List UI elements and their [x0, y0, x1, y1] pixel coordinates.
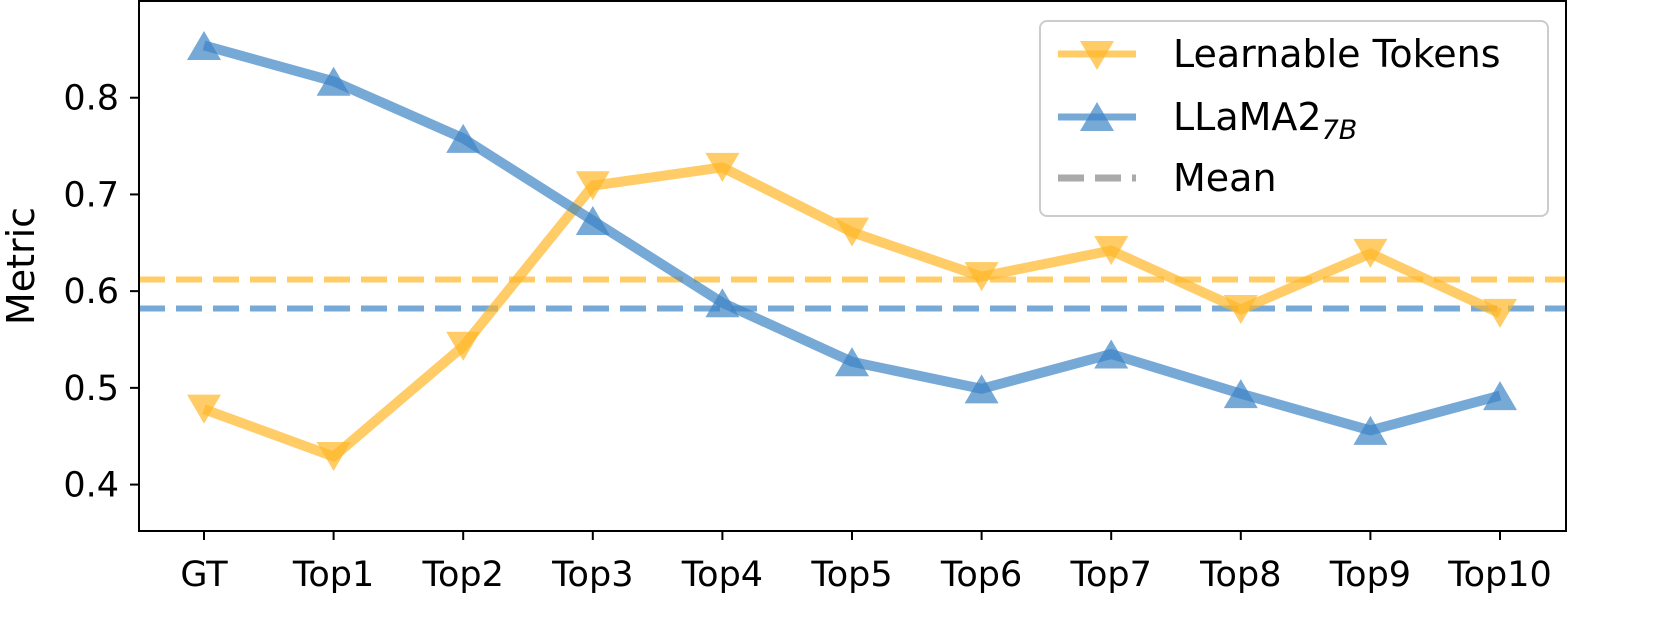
- y-axis-title: Metric: [0, 207, 43, 325]
- x-tick-label: Top6: [940, 555, 1022, 595]
- data-point-series-0-top6: [964, 262, 999, 292]
- legend: Learnable Tokens LLaMA27B Mean: [1039, 20, 1549, 217]
- data-point-series-0-top2: [446, 331, 481, 361]
- x-tick-label: Top1: [292, 555, 374, 595]
- x-axis-ticks: GT Top1 Top2 Top3 Top4 Top5 Top6 Top7 Top8 Top9 To…: [180, 531, 1552, 595]
- legend-marker-triangle-down: [1080, 41, 1114, 70]
- y-tick-label: 0.6: [63, 272, 119, 312]
- x-tick-label: Top8: [1199, 555, 1281, 595]
- data-point-series-0-top8: [1223, 295, 1258, 325]
- x-tick-label: Top3: [551, 555, 633, 595]
- data-point-series-1-top2: [446, 123, 481, 153]
- data-point-series-1-top10: [1483, 381, 1517, 411]
- data-point-series-1-top6: [964, 374, 999, 404]
- legend-item-mean: Mean: [1058, 156, 1277, 200]
- data-point-series-1-top7: [1094, 339, 1129, 369]
- legend-label-learnable-tokens: Learnable Tokens: [1173, 32, 1501, 76]
- data-point-series-0-top4: [705, 152, 740, 182]
- data-point-series-1-top4: [705, 288, 740, 318]
- data-point-series-0-top7: [1094, 236, 1129, 266]
- legend-item-learnable-tokens: Learnable Tokens: [1058, 32, 1501, 76]
- data-point-series-0-top1: [316, 442, 351, 472]
- data-point-series-0-top3: [575, 171, 610, 201]
- legend-marker-triangle-up: [1080, 102, 1114, 131]
- data-point-series-0-top5: [835, 217, 869, 247]
- y-tick-label: 0.5: [63, 369, 119, 409]
- data-point-series-0-top9: [1353, 238, 1388, 268]
- series-markers: [187, 30, 1517, 472]
- x-tick-label: Top9: [1329, 555, 1411, 595]
- legend-label-llama2-main: LLaMA2: [1173, 95, 1322, 139]
- mean-lines: [139, 276, 1566, 312]
- x-tick-label: Top10: [1447, 555, 1552, 595]
- x-tick-label: Top5: [810, 555, 892, 595]
- legend-item-llama2: LLaMA27B: [1058, 95, 1357, 146]
- legend-label-llama2-subscript: 7B: [1322, 115, 1358, 146]
- y-tick-label: 0.4: [63, 466, 119, 506]
- data-point-series-0-gt: [187, 394, 221, 424]
- data-point-series-0-top10: [1483, 298, 1517, 328]
- legend-frame: [1039, 20, 1549, 217]
- x-tick-label: Top4: [681, 555, 763, 595]
- y-tick-label: 0.8: [63, 79, 119, 119]
- x-tick-label: Top7: [1070, 555, 1152, 595]
- legend-label-llama2: LLaMA27B: [1173, 95, 1357, 146]
- y-axis-ticks: 0.4 0.5 0.6 0.7 0.8: [63, 79, 139, 506]
- data-point-series-1-top3: [575, 206, 610, 236]
- x-tick-label: GT: [180, 555, 228, 595]
- data-point-series-1-gt: [187, 30, 221, 60]
- x-tick-label: Top2: [422, 555, 504, 595]
- data-point-series-1-top1: [316, 66, 351, 96]
- data-point-series-1-top5: [835, 347, 869, 377]
- legend-label-mean: Mean: [1173, 156, 1277, 200]
- y-tick-label: 0.7: [63, 175, 119, 215]
- data-point-series-1-top9: [1353, 415, 1388, 445]
- data-point-series-1-top8: [1223, 379, 1258, 409]
